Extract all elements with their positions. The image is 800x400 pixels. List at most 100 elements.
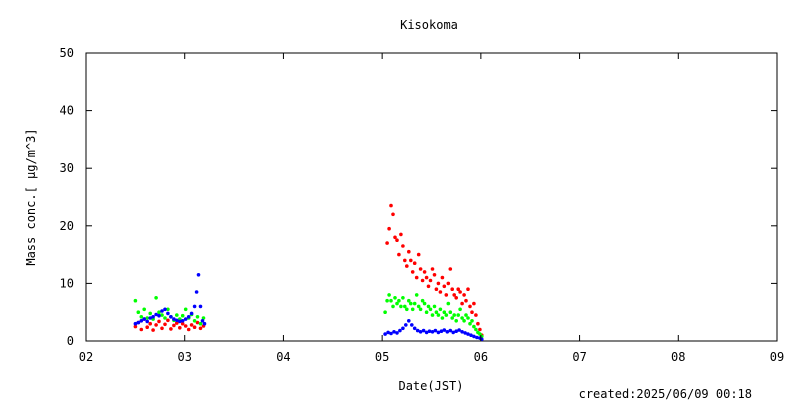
data-point bbox=[412, 301, 417, 306]
data-point bbox=[448, 328, 453, 333]
data-point bbox=[195, 315, 200, 319]
data-point bbox=[139, 319, 144, 323]
data-point bbox=[454, 296, 459, 300]
data-point bbox=[457, 328, 461, 332]
data-point bbox=[407, 249, 411, 254]
data-point bbox=[154, 323, 158, 327]
data-point bbox=[160, 313, 164, 317]
data-point bbox=[169, 327, 173, 331]
data-point bbox=[133, 298, 138, 303]
plot-marks bbox=[133, 203, 484, 342]
data-point bbox=[445, 330, 450, 334]
data-point bbox=[398, 328, 402, 333]
data-point bbox=[414, 275, 419, 280]
series-1 bbox=[133, 293, 484, 339]
data-point bbox=[142, 317, 146, 321]
data-point bbox=[175, 318, 179, 323]
data-point bbox=[456, 313, 461, 317]
data-point bbox=[433, 328, 438, 333]
data-point bbox=[442, 284, 447, 289]
data-point bbox=[466, 316, 470, 320]
data-point bbox=[438, 307, 443, 312]
data-point bbox=[383, 332, 387, 336]
data-point bbox=[386, 330, 390, 335]
data-point bbox=[399, 304, 403, 309]
x-tick-label: 03 bbox=[177, 350, 191, 364]
data-point bbox=[410, 270, 415, 274]
data-point bbox=[424, 310, 429, 315]
data-point bbox=[385, 298, 389, 303]
data-point bbox=[472, 301, 476, 306]
data-point bbox=[472, 324, 476, 329]
data-point bbox=[412, 261, 417, 266]
data-point bbox=[163, 322, 167, 327]
data-point bbox=[196, 273, 201, 277]
data-point bbox=[198, 321, 203, 326]
y-tick-label: 10 bbox=[60, 276, 74, 290]
data-point bbox=[391, 212, 395, 217]
data-point bbox=[463, 331, 467, 335]
x-tick-label: 09 bbox=[770, 350, 784, 364]
data-point bbox=[476, 321, 480, 326]
data-point bbox=[416, 304, 421, 309]
data-point bbox=[424, 330, 429, 335]
data-point bbox=[139, 327, 144, 332]
data-point bbox=[385, 241, 389, 245]
data-point bbox=[151, 328, 155, 332]
data-point bbox=[145, 325, 149, 330]
data-point bbox=[448, 267, 453, 271]
data-point bbox=[414, 293, 419, 297]
y-axis-label: Mass conc.[ μg/m^3] bbox=[24, 128, 38, 265]
data-point bbox=[410, 323, 414, 327]
data-point bbox=[148, 316, 152, 320]
x-tick-label: 02 bbox=[79, 350, 93, 364]
data-point bbox=[178, 319, 182, 324]
data-point bbox=[440, 316, 445, 320]
data-point bbox=[409, 258, 413, 263]
data-point bbox=[422, 301, 427, 306]
data-point bbox=[201, 316, 206, 320]
data-point bbox=[474, 313, 478, 317]
data-point bbox=[183, 307, 188, 312]
data-point bbox=[403, 258, 407, 263]
data-point bbox=[438, 290, 443, 294]
data-point bbox=[446, 281, 451, 286]
data-point bbox=[192, 304, 197, 309]
data-point bbox=[391, 304, 395, 309]
y-tick-label: 50 bbox=[60, 46, 74, 60]
data-point bbox=[192, 325, 197, 330]
data-point bbox=[444, 313, 449, 317]
data-point bbox=[405, 264, 409, 268]
data-point bbox=[456, 287, 461, 292]
data-point bbox=[198, 304, 203, 309]
data-point bbox=[454, 329, 459, 334]
data-point bbox=[405, 307, 409, 312]
data-point bbox=[432, 273, 437, 277]
data-point bbox=[172, 317, 176, 321]
data-point bbox=[466, 287, 470, 292]
data-point bbox=[426, 284, 431, 289]
data-point bbox=[133, 324, 138, 329]
data-point bbox=[198, 326, 203, 331]
data-point bbox=[393, 296, 397, 300]
data-point bbox=[427, 329, 432, 334]
data-point bbox=[418, 307, 423, 312]
data-point bbox=[450, 316, 455, 320]
data-point bbox=[418, 267, 423, 271]
data-point bbox=[472, 334, 476, 339]
data-point bbox=[183, 324, 188, 328]
data-point bbox=[392, 330, 396, 334]
data-point bbox=[430, 330, 435, 334]
y-tick-label: 30 bbox=[60, 161, 74, 175]
y-tick-label: 40 bbox=[60, 104, 74, 118]
data-point bbox=[444, 293, 449, 297]
data-point bbox=[464, 298, 468, 303]
data-point bbox=[409, 301, 413, 306]
data-point bbox=[148, 321, 152, 326]
chart-title: Kisokoma bbox=[400, 18, 458, 32]
data-point bbox=[452, 313, 457, 317]
data-point bbox=[401, 326, 405, 331]
data-point bbox=[145, 316, 149, 320]
